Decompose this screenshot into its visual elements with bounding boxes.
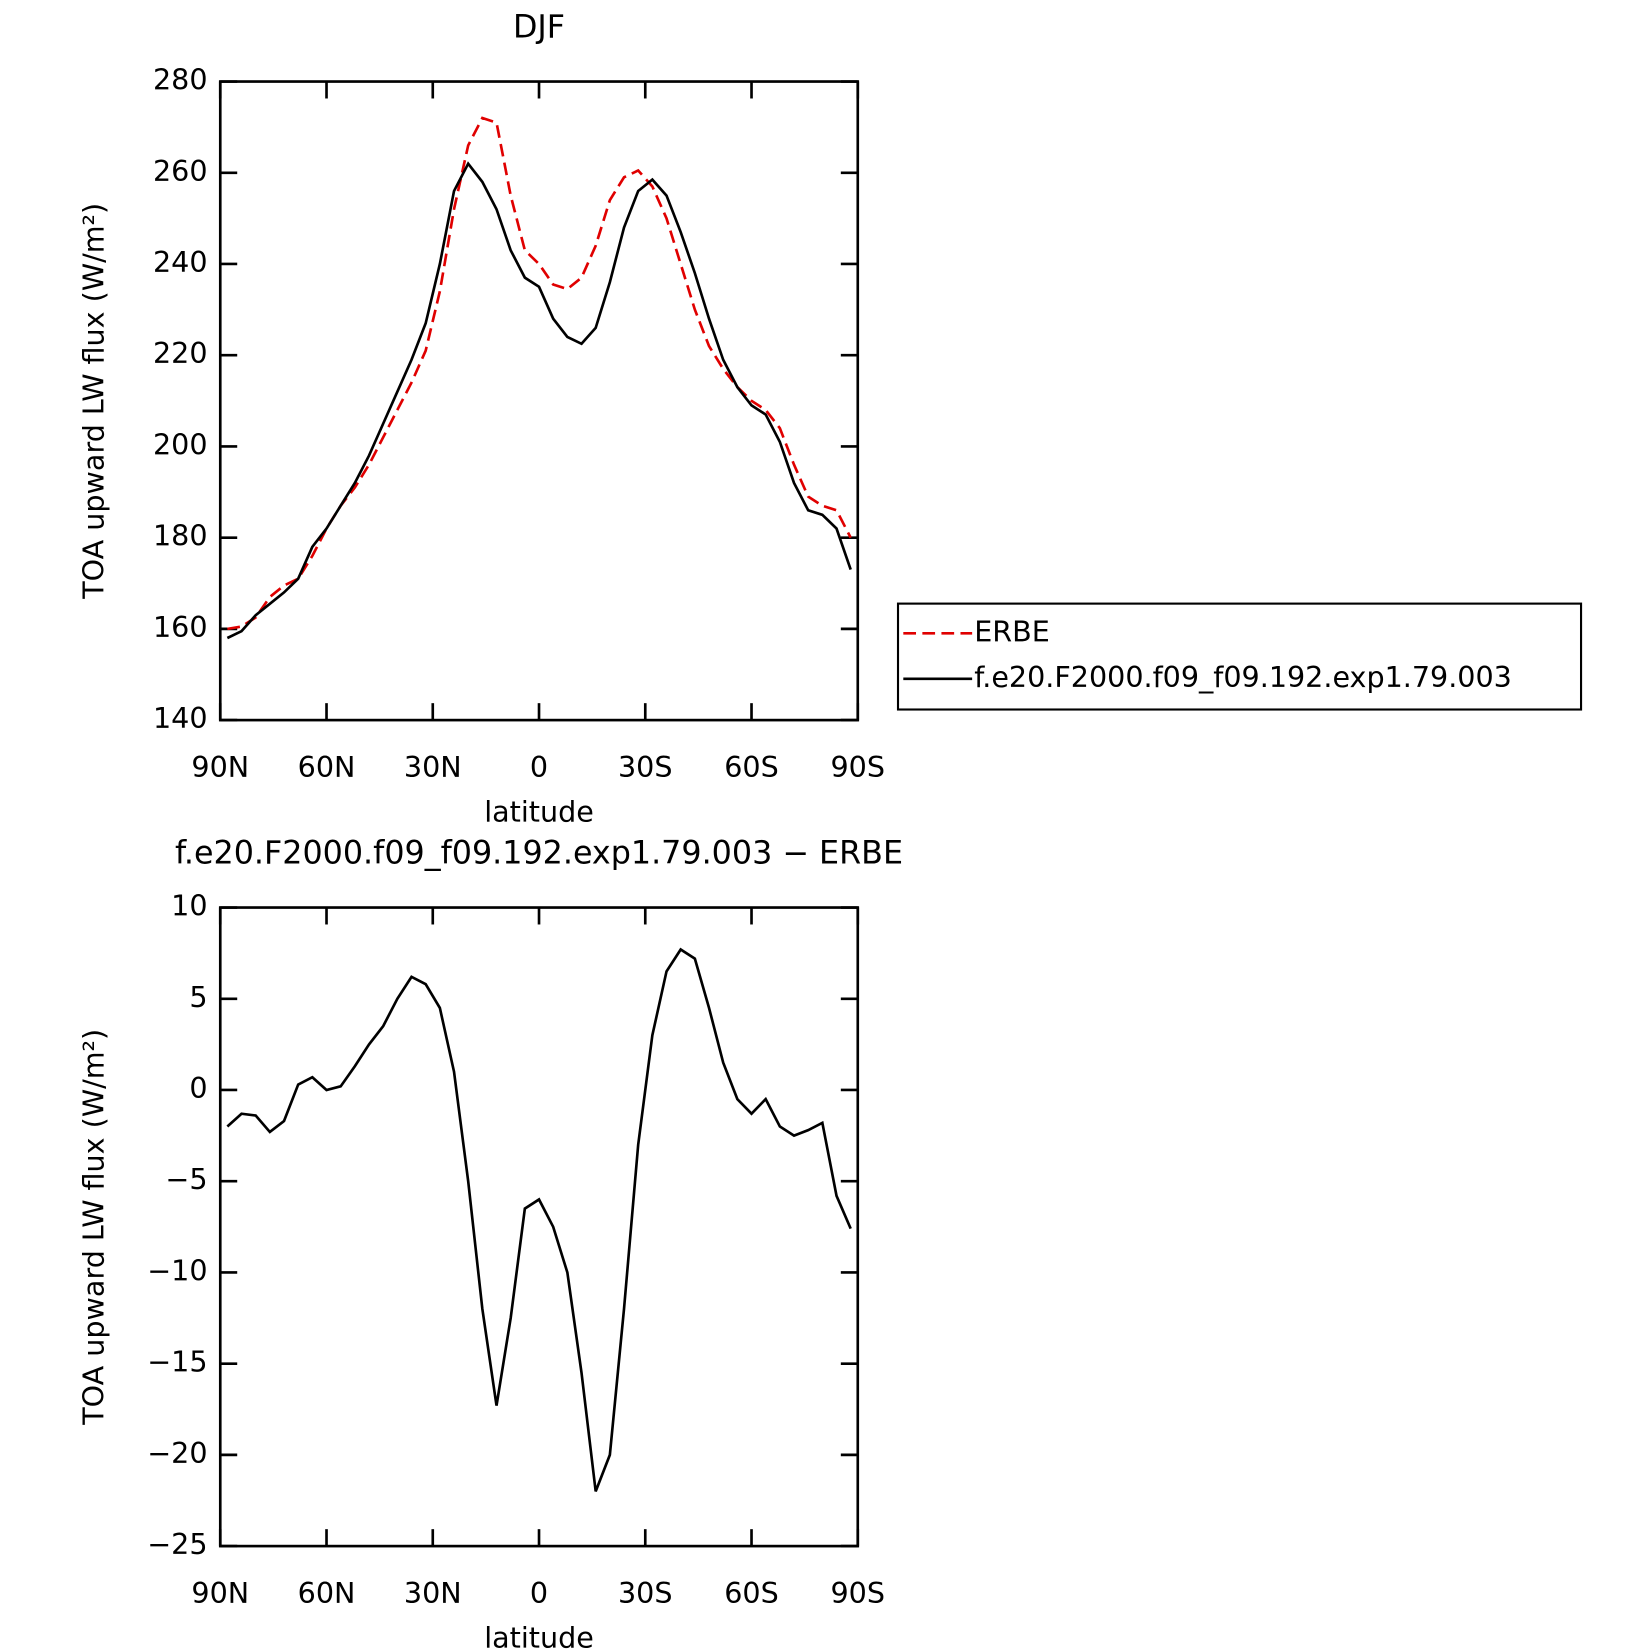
y-tick-label: 160 [153,610,208,644]
y-tick-label: 220 [153,336,208,370]
x-tick-label: 90N [191,1576,249,1610]
y-tick-label: 200 [153,427,208,461]
x-axis-label: latitude [484,1620,594,1652]
y-tick-label: 280 [153,63,208,97]
x-tick-label: 90S [831,1576,886,1610]
y-tick-label: −15 [147,1345,207,1379]
plot-frame [218,80,860,722]
x-tick-label: 90N [191,750,249,784]
x-tick-label: 30S [618,1576,673,1610]
x-tick-label: 60S [724,1576,779,1610]
y-tick-label: −20 [147,1436,207,1470]
x-tick-label: 90S [831,750,886,784]
x-tick-label: 30N [404,750,462,784]
x-tick-label: 0 [530,750,548,784]
chart-title: f.e20.F2000.f09_f09.192.exp1.79.003 − ER… [175,836,903,872]
y-tick-label: 240 [153,245,208,279]
y-tick-label: −5 [165,1162,207,1196]
y-axis-label: TOA upward LW flux (W/m²) [76,203,110,600]
legend-box [896,602,1583,711]
legend-label: f.e20.F2000.f09_f09.192.exp1.79.003 [974,660,1512,694]
y-tick-label: 0 [189,1071,207,1105]
chart-title: DJF [513,10,565,46]
y-tick-label: −10 [147,1253,207,1287]
x-axis-label: latitude [484,794,594,828]
y-axis-label: TOA upward LW flux (W/m²) [76,1029,110,1426]
y-tick-label: 180 [153,519,208,553]
x-tick-label: 60N [298,1576,356,1610]
line [226,161,852,640]
y-tick-label: 140 [153,701,208,735]
x-tick-label: 0 [530,1576,548,1610]
x-tick-label: 30N [404,1576,462,1610]
x-tick-label: 60S [724,750,779,784]
y-tick-label: 10 [171,889,207,923]
line [226,947,852,1492]
line [227,116,852,631]
y-tick-label: −25 [147,1527,207,1561]
legend-label: ERBE [974,614,1050,648]
plot-frame [218,906,860,1548]
x-tick-label: 60N [298,750,356,784]
x-tick-label: 30S [618,750,673,784]
y-tick-label: 5 [189,980,207,1014]
y-tick-label: 260 [153,154,208,188]
